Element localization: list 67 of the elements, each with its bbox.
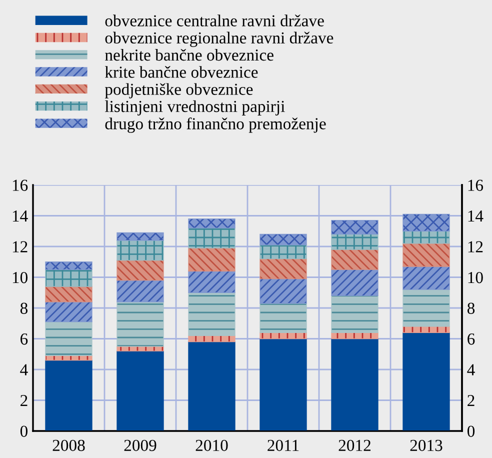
y-tick-label: 8 xyxy=(20,302,28,314)
legend-label: krite bančne obveznice xyxy=(104,66,258,78)
y2-tick-label: 12 xyxy=(468,241,483,252)
bar xyxy=(331,249,378,270)
bar xyxy=(260,234,307,246)
y-tick-label: 16 xyxy=(12,180,28,191)
bar xyxy=(188,270,236,293)
bar xyxy=(188,218,236,228)
y-tick-label: 2 xyxy=(20,394,28,406)
bar xyxy=(402,289,450,327)
bar xyxy=(45,269,92,287)
bar xyxy=(45,302,92,322)
bar xyxy=(331,220,378,235)
bar xyxy=(331,338,378,431)
bar xyxy=(260,244,307,260)
bar xyxy=(116,240,164,261)
y-tick-label: 12 xyxy=(12,241,28,252)
y-tick-label: 14 xyxy=(12,210,28,222)
bar xyxy=(116,280,164,302)
bar xyxy=(45,286,92,302)
y-tick-label: 6 xyxy=(20,333,28,345)
bar xyxy=(188,341,236,431)
y-tick-label: 4 xyxy=(20,364,28,376)
bar xyxy=(402,230,450,244)
y2-tick-label: 16 xyxy=(468,180,484,191)
bar xyxy=(260,338,307,431)
y2-tick-label: 14 xyxy=(468,210,484,222)
x-tick-label: 2013 xyxy=(410,440,442,452)
bar xyxy=(402,332,450,431)
legend-label: listinjeni vrednostni papirji xyxy=(105,100,285,116)
y2-tick-label: 2 xyxy=(468,394,474,406)
bar xyxy=(45,262,92,270)
y2-tick-label: 0 xyxy=(467,426,475,437)
x-tick-label: 2008 xyxy=(52,440,85,452)
x-tick-label: 2010 xyxy=(196,440,228,452)
bar xyxy=(116,232,164,241)
y2-tick-label: 8 xyxy=(467,302,475,314)
bar xyxy=(45,321,92,356)
legend-label: obveznice regionalne ravni države xyxy=(105,32,334,47)
bar xyxy=(116,350,164,431)
bar xyxy=(260,258,307,280)
bar xyxy=(260,303,307,333)
bar xyxy=(260,278,307,304)
bar xyxy=(45,360,92,431)
bar xyxy=(116,260,164,281)
x-tick-label: 2012 xyxy=(338,440,370,452)
bar xyxy=(188,228,236,248)
x-tick-label: 2009 xyxy=(124,440,156,452)
legend-label: drugo tržno finančno premoženje xyxy=(105,117,326,133)
y2-tick-label: 6 xyxy=(468,333,475,345)
bar xyxy=(331,295,378,333)
bar xyxy=(402,243,450,267)
bar xyxy=(188,292,236,336)
legend-label: podjetniške obveznice xyxy=(104,83,253,98)
bar xyxy=(402,214,450,232)
bar xyxy=(331,269,378,296)
bar xyxy=(402,266,450,290)
y-tick-label: 10 xyxy=(12,272,28,284)
bar xyxy=(331,234,378,250)
legend-label: nekrite bančne obveznice xyxy=(105,48,274,61)
y2-tick-label: 4 xyxy=(467,364,475,376)
y-tick-label: 0 xyxy=(20,426,28,437)
x-tick-label: 2011 xyxy=(268,440,299,452)
bar xyxy=(116,302,164,347)
legend-label: obveznice centralne ravni države xyxy=(105,14,324,26)
bar xyxy=(188,248,236,272)
y2-tick-label: 10 xyxy=(468,272,483,284)
